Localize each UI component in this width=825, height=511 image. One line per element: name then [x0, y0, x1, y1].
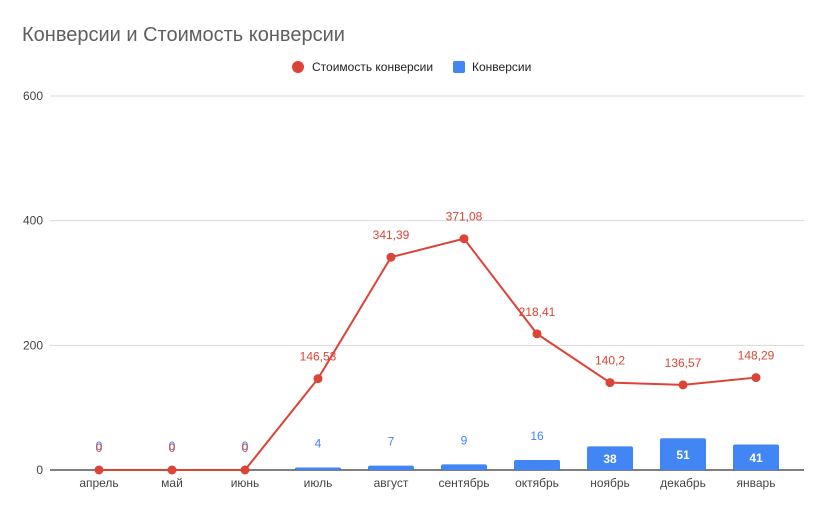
x-tick-label: август: [374, 476, 409, 490]
line-series-path: [99, 237, 757, 471]
bar: [514, 460, 560, 470]
line-data-label: 341,39: [373, 228, 410, 242]
bar: [368, 465, 414, 470]
x-tick-label: июль: [304, 476, 333, 490]
bar-data-label: 4: [315, 437, 322, 451]
line-data-label: 136,57: [665, 356, 702, 370]
bar-data-label: 7: [388, 435, 395, 449]
line-point: [532, 329, 542, 339]
line-data-label: 0: [96, 441, 103, 455]
y-tick-label: 600: [23, 89, 43, 103]
line-data-label: 146,53: [300, 350, 337, 364]
y-axis: 0 200 400 600: [23, 89, 43, 477]
line-data-label: 0: [169, 441, 176, 455]
line-series: 0 0 0 146,53 341,39 371,08 218,41 140,2 136,57 14…: [94, 210, 775, 475]
x-tick-label: октябрь: [515, 476, 559, 490]
bar-data-label: 9: [461, 433, 468, 447]
legend: Стоимость конверсии Конверсии: [292, 60, 531, 74]
chart-title: Конверсии и Стоимость конверсии: [22, 24, 345, 46]
bar: [733, 444, 779, 470]
y-tick-label: 0: [36, 463, 43, 477]
line-point: [167, 465, 177, 475]
line-point: [313, 374, 323, 384]
line-point: [678, 380, 688, 390]
line-point: [605, 378, 615, 388]
bar-data-label: 41: [749, 451, 763, 465]
bar: [587, 446, 633, 470]
bar: [441, 464, 487, 470]
line-point: [751, 373, 761, 383]
legend-marker-cost: [292, 61, 304, 73]
y-tick-label: 200: [23, 338, 43, 352]
x-tick-label: апрель: [79, 476, 118, 490]
bar-data-label: 51: [676, 448, 690, 462]
bar: [660, 438, 706, 470]
y-tick-label: 400: [23, 214, 43, 228]
x-tick-label: ноябрь: [590, 476, 630, 490]
x-tick-label: июнь: [231, 476, 260, 490]
legend-marker-conversions: [453, 61, 465, 73]
x-tick-label: декабрь: [660, 476, 706, 490]
grid-layer: [50, 95, 804, 471]
x-axis: апрель май июнь июль август сентябрь октябрь но…: [79, 476, 775, 490]
legend-label-cost: Стоимость конверсии: [312, 60, 433, 74]
line-data-label: 140,2: [595, 354, 625, 368]
line-point: [386, 252, 396, 262]
line-data-label: 218,41: [519, 305, 556, 319]
bar: [295, 467, 341, 470]
bar-data-label: 16: [530, 429, 544, 443]
bar-data-label: 0: [242, 439, 249, 453]
line-point: [459, 234, 469, 244]
line-point: [240, 465, 250, 475]
line-point: [94, 465, 104, 475]
x-tick-label: сентябрь: [438, 476, 489, 490]
x-tick-label: январь: [737, 476, 776, 490]
bar-data-label: 0: [96, 439, 103, 453]
bar-data-label: 38: [603, 452, 617, 466]
legend-label-conversions: Конверсии: [472, 60, 531, 74]
bar-series: 0 0 0 4 7 9 16 38 51 41: [96, 429, 779, 470]
bar-data-label: 0: [169, 439, 176, 453]
line-data-label: 371,08: [446, 210, 483, 224]
x-tick-label: май: [161, 476, 183, 490]
line-data-label: 148,29: [738, 349, 775, 363]
line-data-label: 0: [242, 441, 249, 455]
